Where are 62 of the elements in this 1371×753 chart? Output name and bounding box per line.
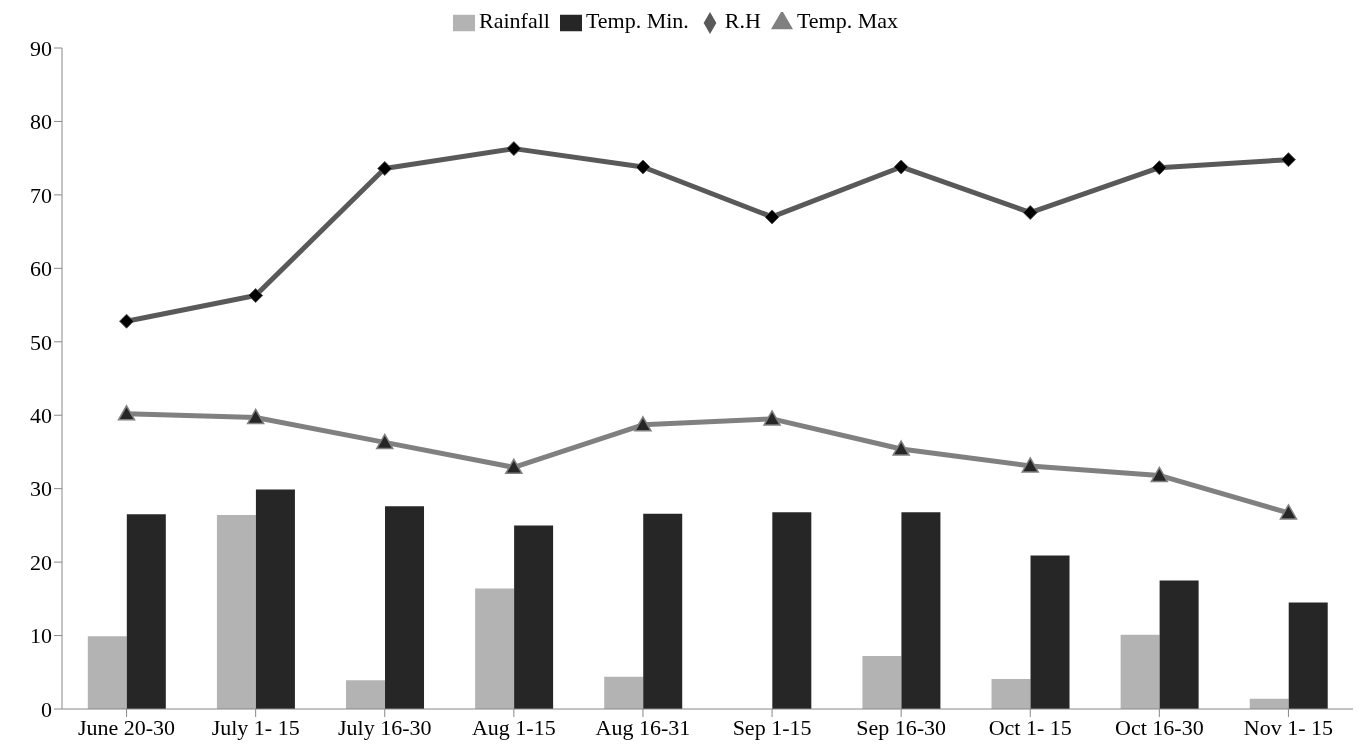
bar [475, 588, 515, 709]
y-tick-label: 80 [30, 109, 52, 135]
point [246, 408, 265, 425]
y-tick-label: 20 [30, 549, 52, 575]
legend-label: Temp. Max [796, 8, 898, 33]
y-tick-label: 40 [30, 403, 52, 429]
point [1022, 205, 1038, 221]
point [893, 159, 909, 175]
point [1280, 152, 1296, 168]
x-tick-label: Sep 1-15 [732, 714, 812, 740]
x-tick-label: July 16-30 [338, 714, 432, 740]
bar [126, 514, 166, 709]
x-tick-label: Oct 1- 15 [988, 714, 1072, 740]
point [376, 433, 394, 450]
x-tick-label: Nov 1- 15 [1243, 714, 1334, 740]
point [1150, 466, 1169, 483]
point [506, 141, 522, 157]
bar [385, 506, 425, 709]
bar [772, 512, 812, 709]
y-tick-label: 70 [30, 182, 52, 208]
point [119, 313, 135, 329]
bar [87, 636, 127, 709]
bar [216, 515, 256, 709]
point [1151, 160, 1167, 176]
y-tick-label: 30 [30, 476, 52, 502]
bar [862, 656, 902, 709]
bar [604, 676, 644, 709]
x-tick-label: June 20-30 [77, 714, 176, 740]
y-tick-label: 10 [30, 623, 52, 649]
bar [1030, 555, 1070, 709]
x-tick-label: July 1- 15 [211, 714, 300, 740]
bar [1288, 602, 1328, 709]
legend-label: R.H [724, 8, 761, 33]
point [892, 440, 910, 456]
legend-label: Rainfall [479, 8, 550, 33]
x-tick-label: Aug 1-15 [471, 714, 556, 740]
point [117, 405, 136, 421]
bar [346, 680, 386, 709]
point [1279, 504, 1298, 520]
bar [643, 513, 683, 709]
y-tick-label: 60 [30, 256, 52, 282]
bar [1159, 580, 1199, 709]
point [1021, 457, 1039, 473]
y-tick-label: 90 [30, 35, 52, 61]
point [763, 410, 781, 426]
bar [1120, 634, 1160, 709]
point [764, 209, 780, 225]
bar [514, 525, 554, 709]
bar [991, 678, 1031, 709]
legend-label: Temp. Min. [585, 8, 689, 33]
bar [901, 512, 941, 709]
point [248, 288, 264, 304]
point [505, 458, 523, 475]
x-tick-label: Sep 16-30 [856, 714, 947, 740]
x-tick-label: Aug 16-31 [595, 714, 691, 740]
y-tick-label: 50 [30, 329, 52, 355]
point [377, 160, 393, 176]
x-tick-label: Oct 16-30 [1115, 714, 1204, 740]
point [634, 416, 652, 432]
y-tick-label: 0 [41, 696, 52, 722]
point [635, 159, 651, 175]
bar [255, 489, 295, 709]
